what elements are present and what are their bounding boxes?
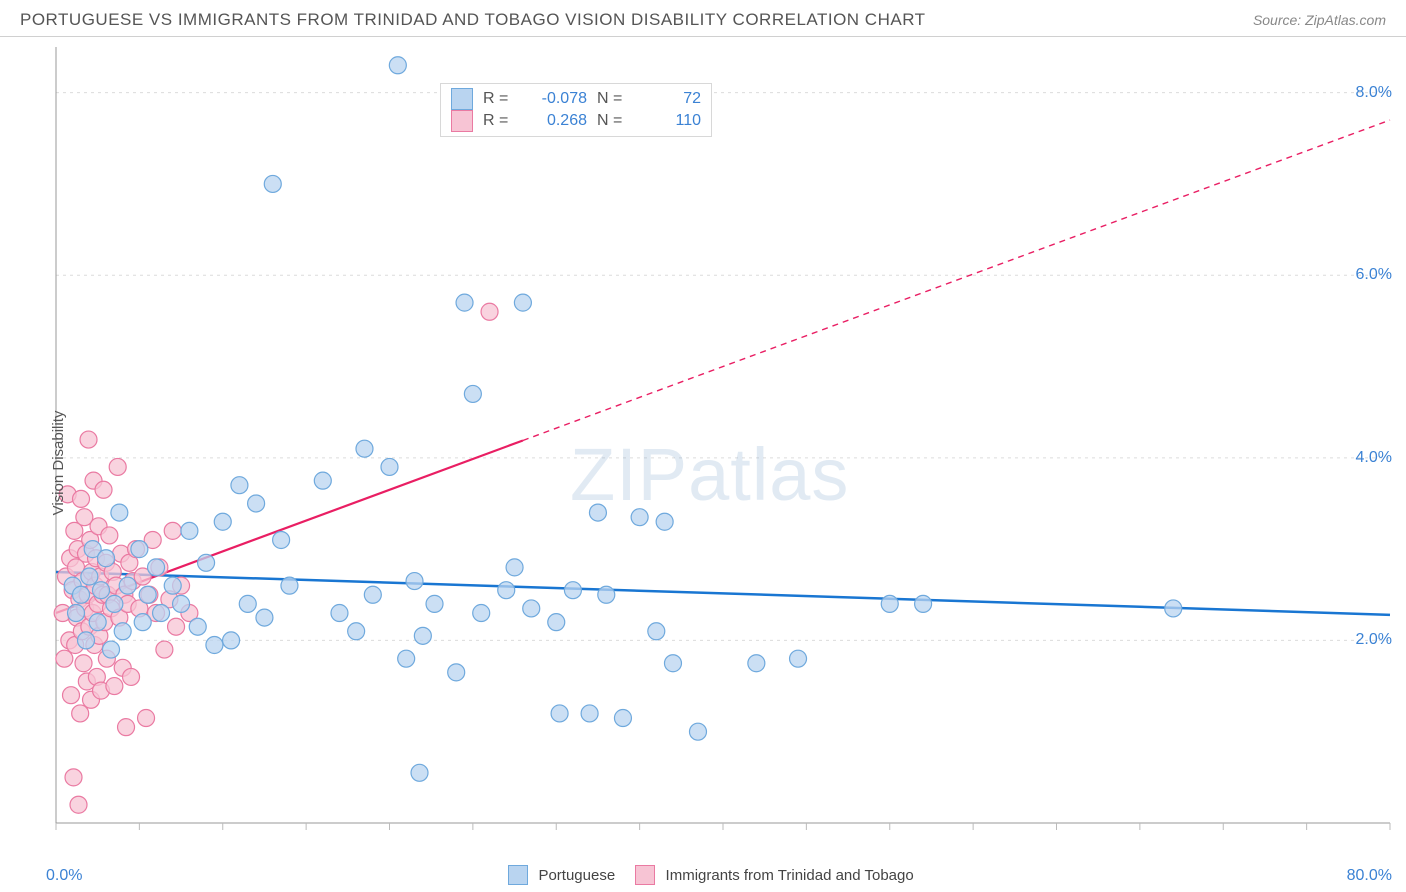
- legend-swatch-a: [451, 88, 473, 110]
- header: PORTUGUESE VS IMMIGRANTS FROM TRINIDAD A…: [0, 0, 1406, 37]
- y-tick-label: 8.0%: [1356, 84, 1392, 102]
- scatter-plot: [0, 37, 1406, 857]
- legend-row-b: R = 0.268 N = 110: [451, 110, 701, 132]
- n-value-a: 72: [637, 90, 701, 108]
- legend-row-a: R = -0.078 N = 72: [451, 88, 701, 110]
- y-axis-label: Vision Disability: [50, 411, 67, 516]
- y-tick-label: 4.0%: [1356, 449, 1392, 467]
- y-tick-label: 2.0%: [1356, 631, 1392, 649]
- y-tick-label: 6.0%: [1356, 266, 1392, 284]
- correlation-legend: R = -0.078 N = 72 R = 0.268 N = 110: [440, 83, 712, 137]
- source-attribution: Source: ZipAtlas.com: [1253, 12, 1386, 28]
- r-value-a: -0.078: [523, 90, 587, 108]
- chart-title: PORTUGUESE VS IMMIGRANTS FROM TRINIDAD A…: [20, 10, 926, 30]
- legend-swatch-portuguese: [508, 865, 528, 885]
- legend-swatch-trinidad: [635, 865, 655, 885]
- chart-area: Vision Disability ZIPatlas R = -0.078 N …: [0, 37, 1406, 889]
- n-value-b: 110: [637, 112, 701, 130]
- r-value-b: 0.268: [523, 112, 587, 130]
- legend-label-a: Portuguese: [538, 867, 615, 884]
- legend-swatch-b: [451, 110, 473, 132]
- legend-label-b: Immigrants from Trinidad and Tobago: [666, 867, 914, 884]
- series-legend: Portuguese Immigrants from Trinidad and …: [0, 865, 1406, 885]
